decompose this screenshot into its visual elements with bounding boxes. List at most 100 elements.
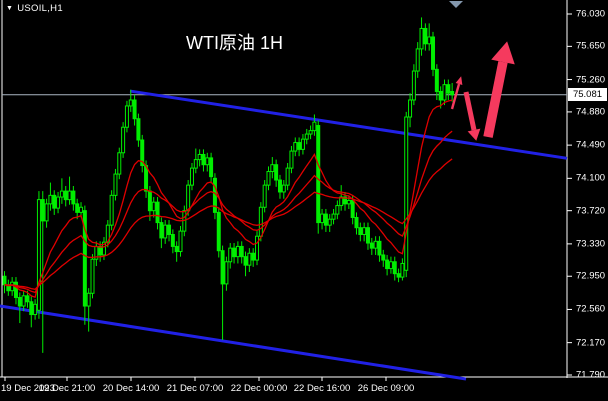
small-up-arrow-shaft[interactable]: [450, 83, 461, 110]
candle-body: [167, 224, 172, 236]
big-up-arrow-head[interactable]: [491, 41, 515, 65]
candle-body: [438, 90, 443, 101]
time-axis-label: 19 Dec 2023: [1, 383, 55, 394]
price-axis-label: 72.950: [576, 270, 606, 282]
chart-title: WTI原油 1H: [186, 33, 283, 53]
candle-body: [300, 138, 305, 150]
candle-body: [170, 234, 175, 247]
candle-body: [396, 273, 401, 278]
candle-body: [2, 275, 7, 286]
down-arrow-head[interactable]: [467, 128, 481, 141]
price-axis-label: 72.170: [576, 337, 606, 349]
candle-body: [266, 171, 271, 186]
small-up-arrow-head[interactable]: [455, 76, 463, 85]
candle-body: [369, 242, 374, 249]
symbol-collapse-icon[interactable]: ▼: [6, 5, 14, 12]
candle-body: [174, 245, 179, 253]
candle-body: [36, 199, 41, 311]
time-axis-label: 20 Dec 14:00: [102, 383, 160, 394]
candle-body: [201, 153, 206, 166]
candle-body: [293, 142, 298, 152]
candle-body: [79, 206, 84, 213]
price-axis-label: 74.880: [576, 106, 606, 118]
upper-channel-line[interactable]: [129, 89, 568, 160]
big-up-arrow-shaft[interactable]: [483, 61, 508, 138]
candle-body: [323, 213, 328, 226]
down-arrow-shaft[interactable]: [463, 91, 477, 131]
candle-body: [193, 159, 198, 169]
candle-body: [358, 227, 363, 236]
candle-body: [75, 203, 80, 213]
candle-body: [52, 194, 57, 209]
candle-body: [377, 240, 382, 256]
candle-body: [365, 227, 370, 244]
candle-body: [63, 190, 68, 201]
price-axis-label: 73.330: [576, 238, 606, 250]
candle-body: [163, 224, 168, 239]
price-axis-label: 75.260: [576, 74, 606, 86]
candle-body: [388, 261, 393, 270]
candle-body: [90, 258, 95, 294]
candle-body: [82, 210, 87, 307]
candle-body: [255, 235, 260, 261]
candle-body: [427, 36, 432, 45]
price-axis-label: 74.100: [576, 172, 606, 184]
candle-body: [113, 173, 118, 196]
candle-body: [189, 167, 194, 186]
time-axis-label: 21 Dec 07:00: [166, 383, 224, 394]
candle-body: [40, 199, 45, 222]
price-axis-label: 76.030: [576, 8, 606, 20]
candle-body: [71, 190, 76, 205]
candle-body: [197, 153, 202, 161]
candle-body: [101, 241, 106, 256]
candle-body: [408, 99, 413, 118]
current-price-label: 75.081: [568, 88, 607, 102]
candle-body: [178, 230, 183, 253]
lower-channel-line[interactable]: [0, 304, 467, 381]
candle-body: [121, 126, 126, 154]
candle-body: [10, 281, 15, 292]
chart-shift-marker-icon[interactable]: [449, 1, 463, 8]
candle-body: [274, 164, 279, 181]
candle-body: [98, 245, 103, 256]
candle-body: [385, 259, 390, 270]
candle-body: [312, 121, 317, 132]
price-axis-label: 72.560: [576, 303, 606, 315]
candle-body: [13, 281, 18, 299]
candle-body: [44, 203, 49, 222]
ma-line-45: [4, 158, 453, 291]
candle-body: [56, 196, 61, 209]
candle-body: [86, 292, 91, 307]
candle-body: [144, 165, 149, 192]
candle-body: [362, 227, 367, 236]
candle-body: [346, 199, 351, 205]
candle-body: [434, 68, 439, 92]
candle-body: [350, 199, 355, 218]
candle-body: [343, 196, 348, 205]
candle-body: [373, 240, 378, 249]
candle-body: [59, 190, 64, 198]
candle-body: [147, 190, 152, 212]
candle-body: [415, 48, 420, 72]
time-axis-label: 22 Dec 00:00: [230, 383, 288, 394]
candle-body: [224, 261, 229, 285]
candle-body: [392, 261, 397, 275]
time-axis-label: 26 Dec 09:00: [357, 383, 415, 394]
candle-body: [331, 213, 336, 220]
time-axis-label: 22 Dec 16:00: [293, 383, 351, 394]
candle-body: [205, 157, 210, 166]
candle-body: [136, 118, 141, 141]
candle-body: [17, 297, 22, 307]
candle-body: [411, 70, 416, 101]
candle-body: [270, 164, 275, 173]
candle-body: [220, 250, 225, 285]
candle-body: [335, 205, 340, 215]
candle-body: [285, 167, 290, 186]
candle-body: [243, 256, 248, 266]
candle-body: [67, 190, 72, 201]
ma-line-12: [4, 99, 453, 299]
candle-body: [159, 222, 164, 239]
candle-body: [239, 245, 244, 258]
candle-body: [419, 27, 424, 50]
